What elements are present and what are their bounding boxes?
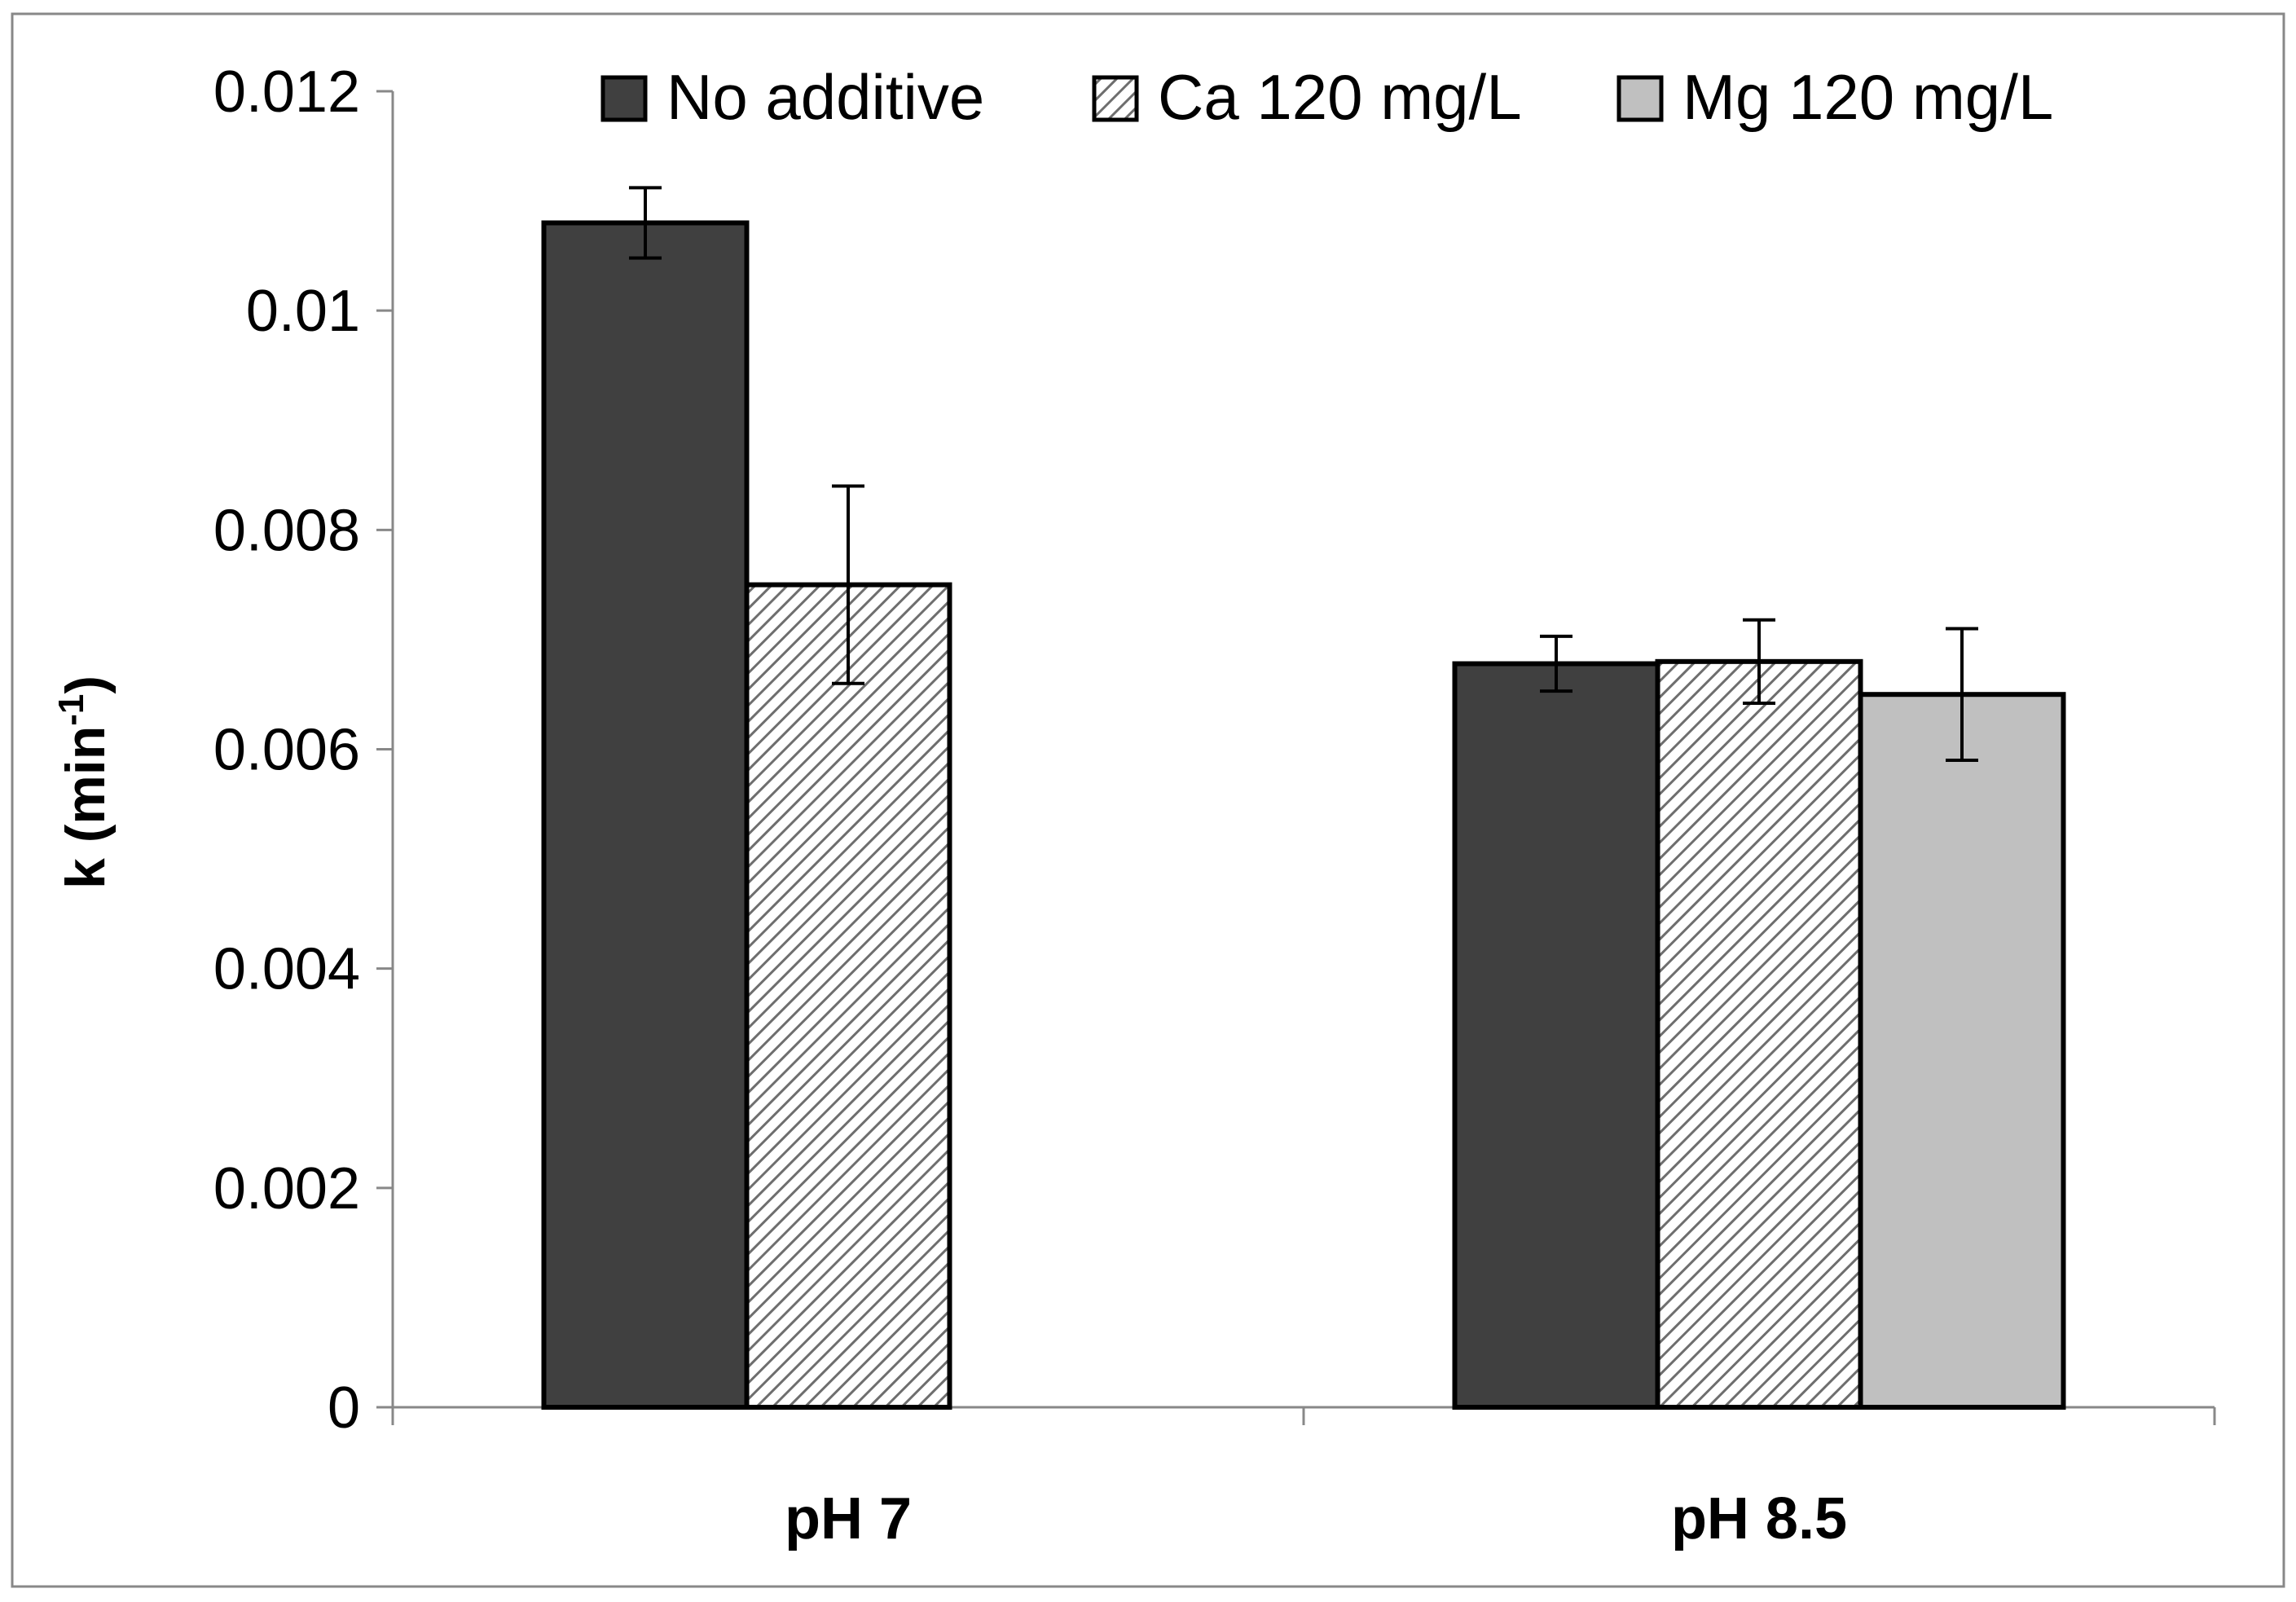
y-axis-label: k (min-1) xyxy=(51,676,117,889)
y-tick-label: 0.012 xyxy=(213,59,360,125)
legend-swatch xyxy=(1616,75,1664,122)
axes-group: 0 0.002 0.004 0.006 0.008 0.01 0.012 pH 7 pH 8.5 xyxy=(213,59,2216,1551)
x-category-label: pH 8.5 xyxy=(1671,1486,1847,1551)
legend-label: Mg 120 mg/L xyxy=(1682,61,2053,133)
bar xyxy=(744,582,952,1410)
legend-label: No additive xyxy=(666,61,984,133)
bar xyxy=(1655,658,1863,1410)
y-tick-label: 0.008 xyxy=(213,498,360,563)
legend-swatch xyxy=(1092,75,1139,122)
y-tick-label: 0 xyxy=(328,1375,360,1441)
legend-label: Ca 120 mg/L xyxy=(1158,61,1522,133)
y-tick-label: 0.002 xyxy=(213,1156,360,1221)
bar xyxy=(541,220,750,1410)
error-bars-group xyxy=(629,186,1978,762)
x-category-label: pH 7 xyxy=(785,1486,912,1551)
bar xyxy=(1452,661,1660,1410)
bar xyxy=(1858,692,2066,1410)
y-tick-label: 0.01 xyxy=(246,279,360,344)
legend: No additive Ca 120 mg/L Mg 120 mg/L xyxy=(600,61,2053,133)
y-tick-label: 0.006 xyxy=(213,718,360,783)
y-tick-label: 0.004 xyxy=(213,937,360,1002)
legend-swatch xyxy=(600,75,648,122)
